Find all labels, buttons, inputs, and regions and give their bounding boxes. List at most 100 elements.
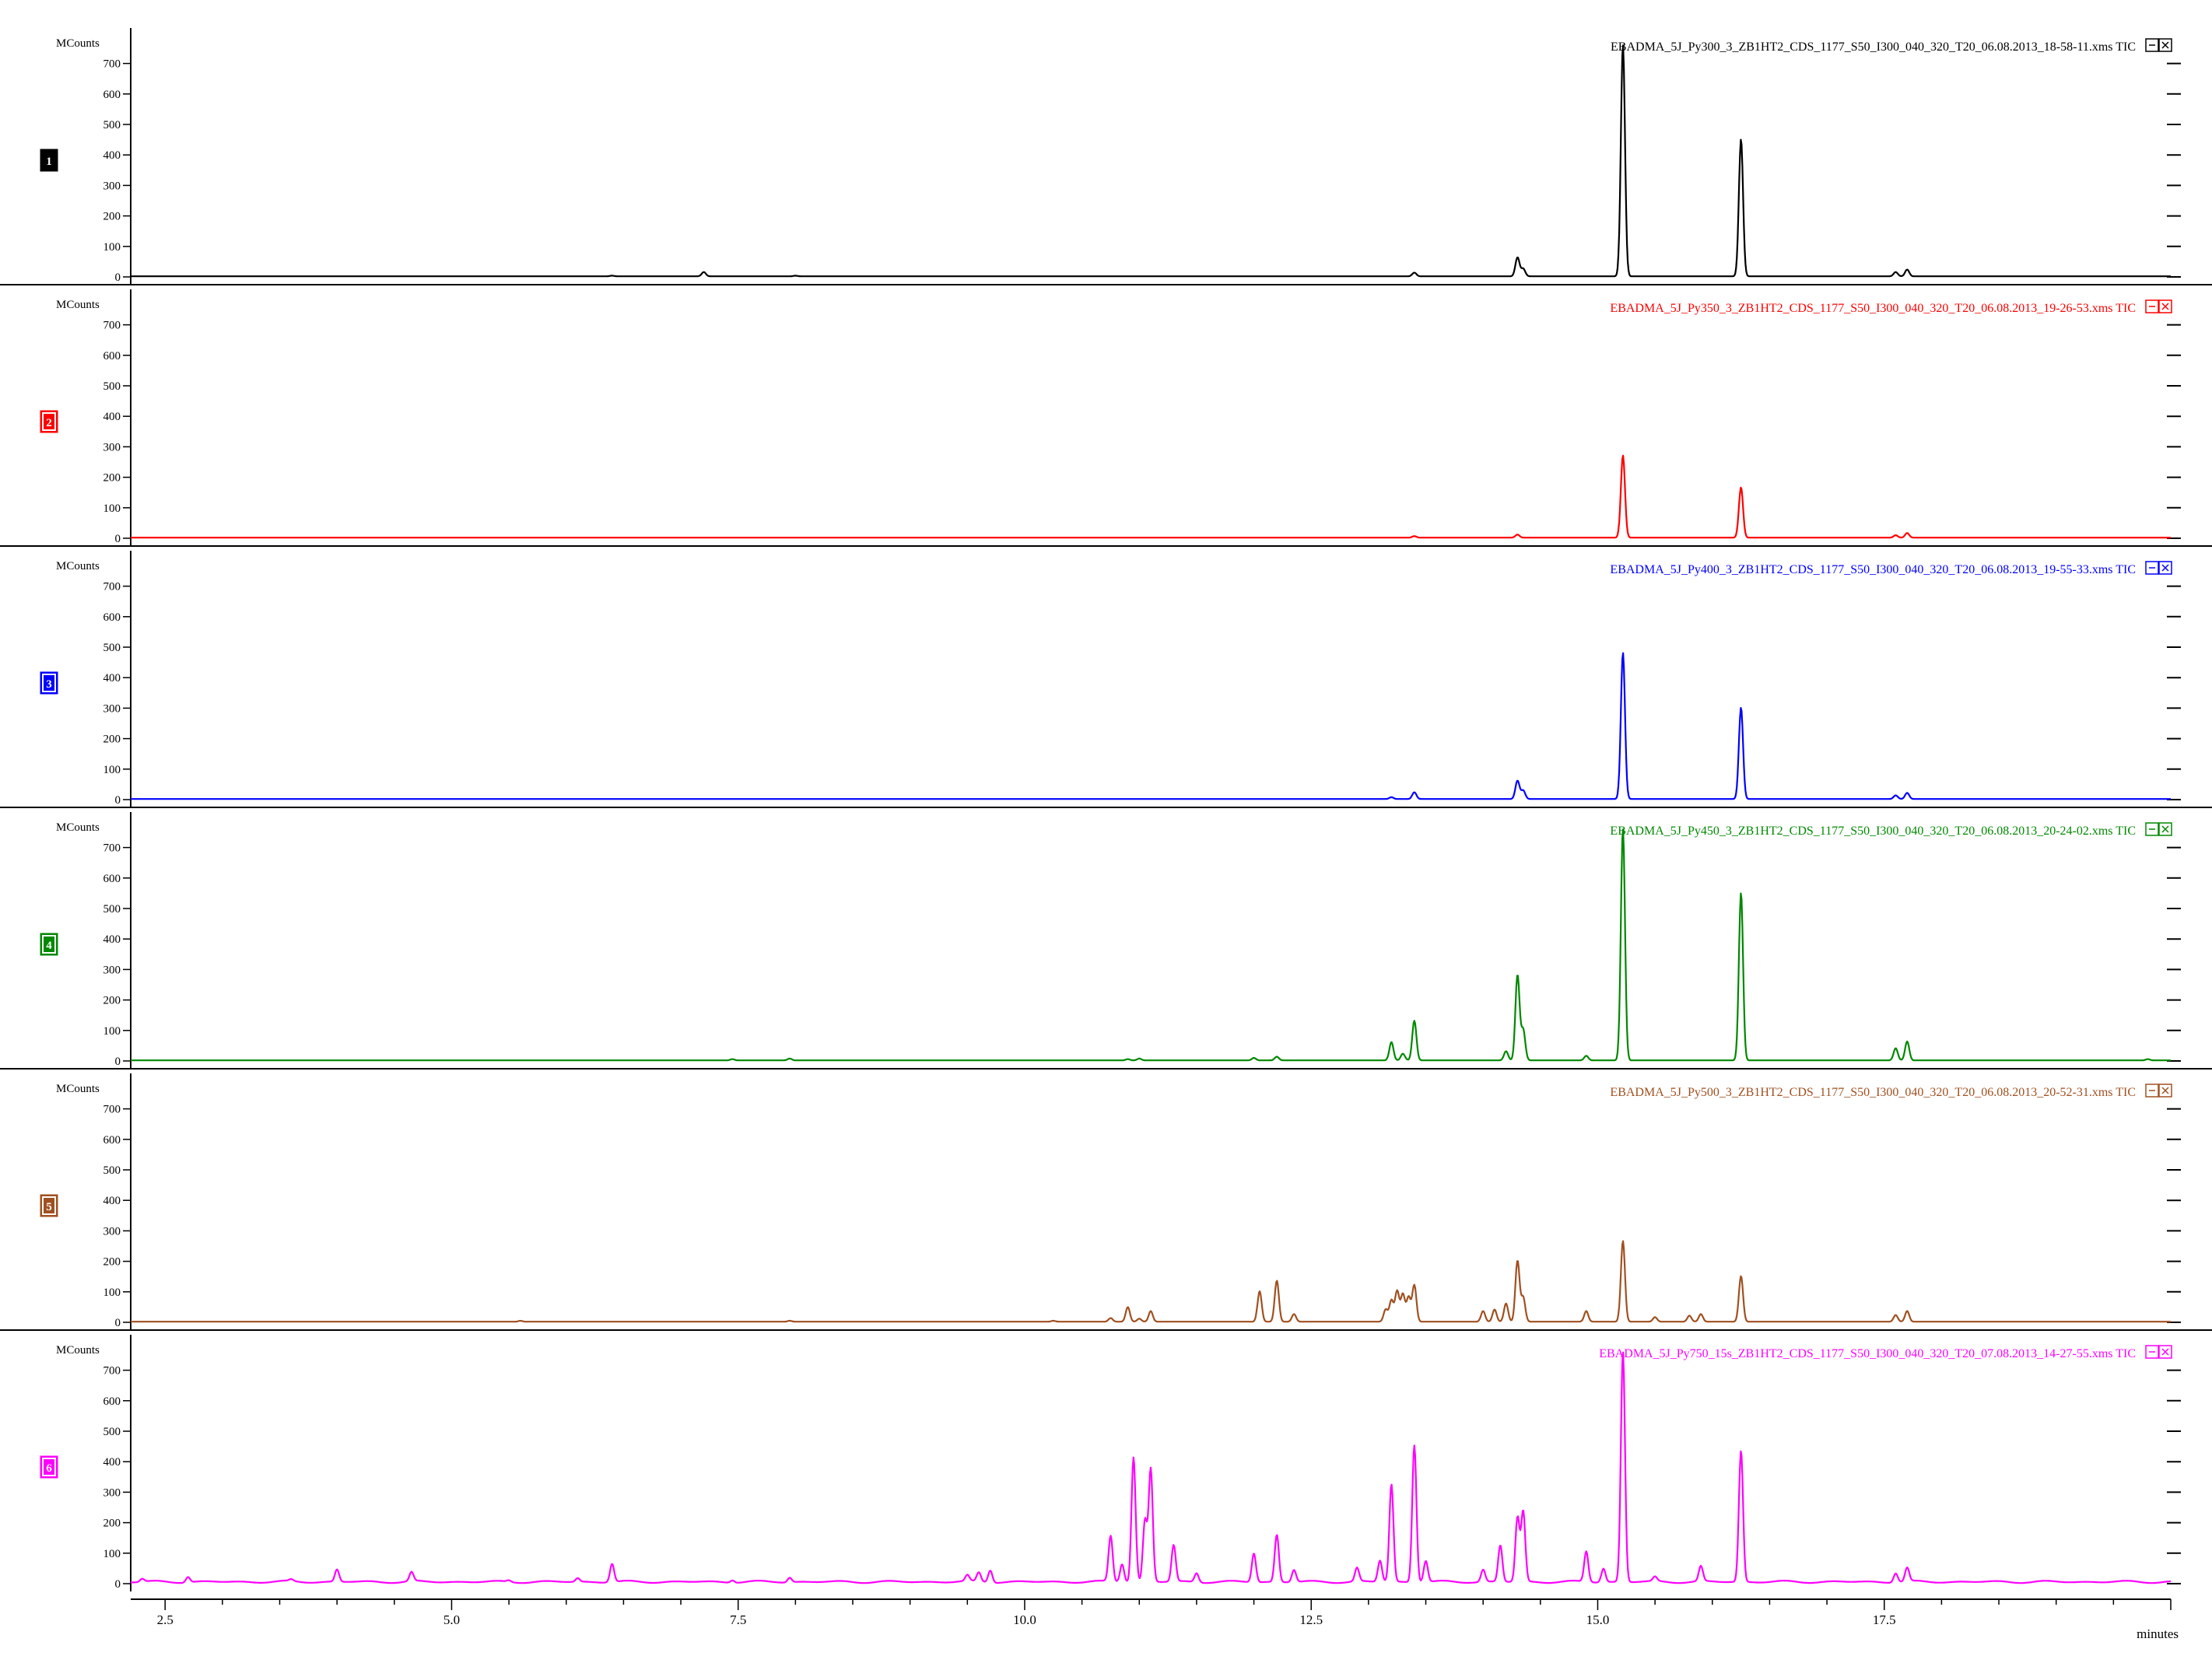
y-tick-label: 400 [103,1195,121,1207]
y-tick-label: 500 [103,380,121,393]
y-tick-label: 200 [103,733,121,746]
y-tick-label: 300 [103,441,121,453]
trace-line [130,828,2172,1062]
y-tick-label: 100 [103,502,121,515]
y-unit-label: MCounts [56,560,100,572]
y-tick-label: 200 [103,472,121,485]
y-tick-label: 200 [103,995,121,1007]
x-tick-label: 15.0 [1586,1612,1610,1627]
y-tick-label: 500 [103,119,121,131]
y-unit-label: MCounts [56,821,100,834]
trace-zoom-icon [2145,822,2159,836]
trace-title: EBADMA_5J_Py400_3_ZB1HT2_CDS_1177_S50_I3… [1610,563,2136,576]
trace-icon-glyph [2149,1348,2169,1356]
y-tick-label: 0 [115,1578,121,1591]
trace-title: EBADMA_5J_Py750_15s_ZB1HT2_CDS_1177_S50_… [1599,1347,2136,1360]
trace-icon-glyph [2149,303,2169,310]
y-tick-label: 0 [115,271,121,284]
y-tick-label: 300 [103,964,121,976]
y-tick-label: 600 [103,350,121,362]
x-unit-label: minutes [2137,1626,2179,1641]
y-tick-label: 100 [103,1548,121,1560]
trace-title: EBADMA_5J_Py300_3_ZB1HT2_CDS_1177_S50_I3… [1611,40,2136,54]
trace-title: EBADMA_5J_Py350_3_ZB1HT2_CDS_1177_S50_I3… [1610,302,2136,315]
y-tick-label: 200 [103,1256,121,1269]
y-tick-label: 600 [103,611,121,624]
y-tick-label: 100 [103,1287,121,1299]
trace-close-icon [2158,561,2172,575]
y-tick-label: 300 [103,180,121,192]
trace-line [130,1351,2172,1584]
trace-close-icon [2158,38,2172,52]
y-unit-label: MCounts [56,299,100,311]
y-tick-label: 600 [103,1134,121,1147]
trace-close-icon [2158,1084,2172,1098]
panel-number-badge-inner [42,412,56,431]
y-tick-label: 600 [103,873,121,885]
trace-icon-glyph [2149,1087,2169,1094]
y-tick-label: 400 [103,411,121,423]
x-tick-label: 2.5 [157,1612,174,1627]
trace-close-icon [2158,299,2172,313]
y-tick-label: 0 [115,794,121,807]
panel-number: 6 [46,1462,52,1475]
y-tick-label: 0 [115,533,121,545]
y-tick-label: 300 [103,1225,121,1238]
trace-line [130,44,2172,278]
x-tick-label: 12.5 [1299,1612,1323,1627]
trace-line [130,652,2172,800]
panel-number: 1 [46,156,52,168]
panel-number: 4 [46,940,52,952]
y-tick-label: 200 [103,1518,121,1530]
y-tick-label: 700 [103,320,121,332]
y-tick-label: 500 [103,642,121,654]
trace-zoom-icon [2145,561,2159,575]
y-tick-label: 300 [103,1486,121,1499]
trace-icon-glyph [2149,825,2169,833]
x-tick-label: 10.0 [1013,1612,1036,1627]
trace-close-icon [2158,1345,2172,1359]
y-unit-label: MCounts [56,1083,100,1095]
y-unit-label: MCounts [56,1344,100,1357]
y-tick-label: 500 [103,1426,121,1438]
y-tick-label: 700 [103,581,121,593]
trace-line [130,454,2172,539]
trace-zoom-icon [2145,1084,2159,1098]
trace-title: EBADMA_5J_Py450_3_ZB1HT2_CDS_1177_S50_I3… [1610,824,2136,838]
panel-number: 2 [46,417,52,429]
y-tick-label: 600 [103,1395,121,1408]
panel-number: 3 [46,678,52,691]
y-tick-label: 400 [103,1456,121,1469]
y-tick-label: 400 [103,672,121,684]
y-tick-label: 0 [115,1317,121,1329]
y-tick-label: 200 [103,211,121,223]
y-tick-label: 700 [103,1365,121,1378]
trace-zoom-icon [2145,299,2159,313]
trace-close-icon [2158,822,2172,836]
y-tick-label: 400 [103,933,121,946]
trace-title: EBADMA_5J_Py500_3_ZB1HT2_CDS_1177_S50_I3… [1610,1086,2136,1099]
y-unit-label: MCounts [56,37,100,50]
y-tick-label: 100 [103,241,121,254]
y-tick-label: 100 [103,764,121,776]
y-tick-label: 500 [103,903,121,916]
y-tick-label: 500 [103,1164,121,1177]
panel-number: 5 [46,1201,52,1213]
y-tick-label: 300 [103,702,121,715]
x-tick-label: 17.5 [1873,1612,1896,1627]
x-tick-label: 5.0 [443,1612,460,1627]
panel-number-badge-inner [42,935,56,954]
panel-number-badge [40,149,58,172]
y-tick-label: 400 [103,149,121,162]
trace-zoom-icon [2145,1345,2159,1359]
trace-zoom-icon [2145,38,2159,52]
x-tick-label: 7.5 [730,1612,746,1627]
panel-number-badge-inner [42,1458,56,1476]
